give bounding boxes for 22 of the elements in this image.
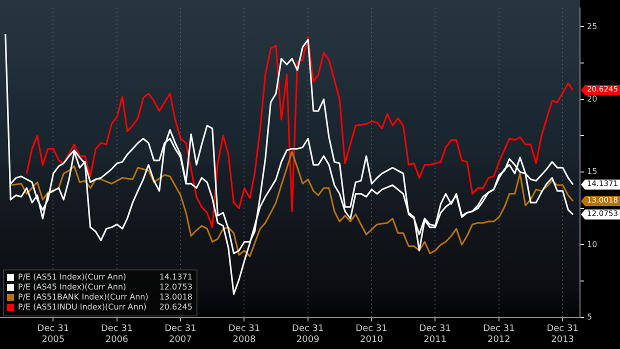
x-tick-label: Dec 31 2007 [164,324,196,345]
legend-label: P/E (AS45 Index)(Curr Ann) [18,282,126,292]
y-tick-label: 25 [587,22,598,31]
text: 14.1371 [159,272,192,282]
text: 13.0018 [159,292,192,302]
x-tick-label: Dec 31 2013 [546,324,578,345]
legend-label: P/E (AS51INDU Index)(Curr Ann) [18,302,147,312]
text: 12.0753 [159,282,192,292]
text: 20.6245 [159,302,192,312]
legend-label: P/E (AS51 Index)(Curr Ann) [18,272,126,282]
x-tick-label: Dec 31 2010 [356,324,388,345]
x-tick-label: Dec 31 2012 [483,324,515,345]
x-tick-label: Dec 31 2008 [228,324,260,345]
y-tick-label: 10 [587,240,598,249]
y-tick-label: 20 [587,94,598,104]
legend-label: P/E (AS51BANK Index)(Curr Ann) [18,292,148,302]
x-tick-label: Dec 31 2011 [419,324,451,345]
y-tick-label: 15 [587,167,598,176]
x-tick-label: Dec 31 2009 [292,324,324,345]
x-tick-label: Dec 31 2005 [37,324,70,345]
x-tick-label: Dec 31 2006 [100,324,133,345]
y-tick-label: 5 [587,312,592,322]
